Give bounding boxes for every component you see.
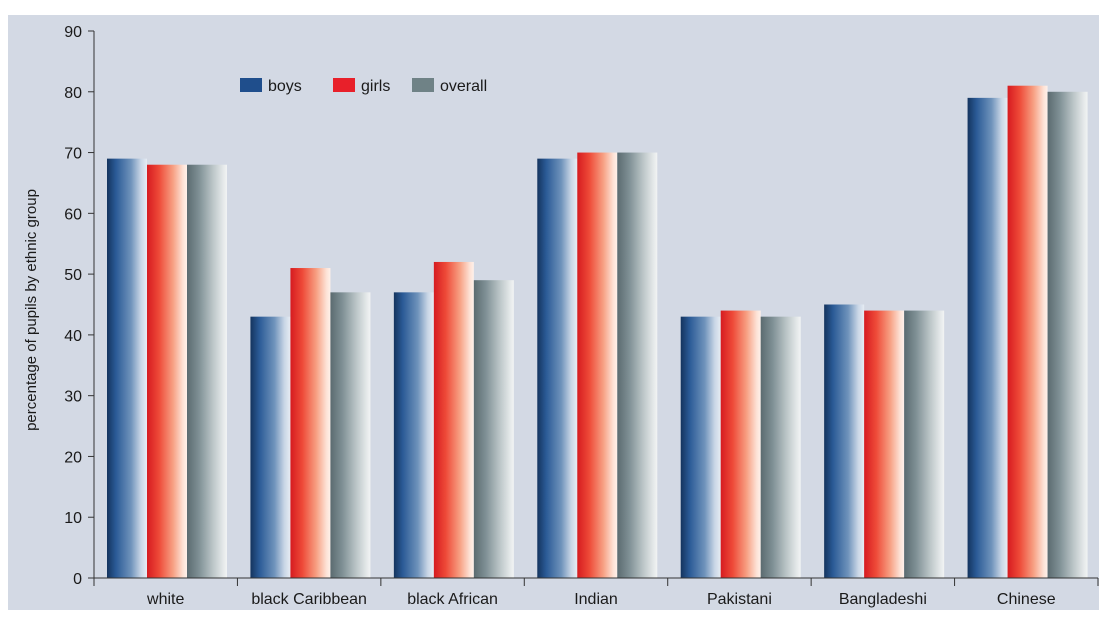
bar-overall-white: [187, 164, 227, 578]
y-tick-label: 60: [64, 206, 82, 223]
x-category-label: black African: [407, 591, 498, 608]
y-tick-label: 90: [64, 24, 82, 41]
x-category-label: black Caribbean: [251, 591, 367, 608]
bar-boys-black-african: [393, 292, 434, 578]
legend-label-overall: overall: [440, 78, 487, 95]
bar-boys-black-caribbean: [250, 316, 291, 578]
y-axis-title: percentage of pupils by ethnic group: [23, 189, 40, 431]
bar-girls-black-caribbean: [290, 268, 331, 578]
bar-girls-chinese: [1007, 85, 1048, 578]
legend-swatch-girls: [333, 78, 355, 92]
y-tick-label: 80: [64, 85, 82, 102]
legend-swatch-boys: [240, 78, 262, 92]
bar-girls-pakistani: [720, 310, 761, 578]
bar-girls-black-african: [433, 261, 474, 578]
bar-boys-white: [107, 158, 147, 578]
bar-boys-pakistani: [680, 316, 721, 578]
legend-swatch-overall: [412, 78, 434, 92]
bar-overall-pakistani: [760, 316, 801, 578]
bar-overall-black-african: [473, 280, 514, 578]
y-tick-label: 10: [64, 510, 82, 527]
x-category-label: white: [146, 591, 184, 608]
y-tick-label: 70: [64, 146, 82, 163]
x-category-label: Chinese: [997, 591, 1056, 608]
bar-girls-white: [147, 164, 187, 578]
x-category-label: Indian: [574, 591, 618, 608]
y-tick-label: 30: [64, 389, 82, 406]
bar-boys-chinese: [967, 97, 1008, 578]
legend-label-girls: girls: [361, 78, 390, 95]
x-category-label: Bangladeshi: [839, 591, 927, 608]
y-tick-label: 40: [64, 328, 82, 345]
legend-label-boys: boys: [268, 78, 302, 95]
x-category-label: Pakistani: [707, 591, 772, 608]
legend: boys girls overall: [240, 78, 487, 95]
bar-overall-black-caribbean: [330, 292, 371, 578]
bar-overall-bangladeshi: [904, 310, 945, 578]
bar-overall-indian: [617, 152, 658, 579]
bar-boys-bangladeshi: [824, 304, 865, 578]
y-tick-label: 0: [73, 571, 82, 588]
labels-layer: 0 10 20 30 40 50 60 70 80 90 white black Caribbean b…: [64, 24, 1056, 608]
bars-layer: [107, 85, 1088, 579]
bar-girls-bangladeshi: [864, 310, 905, 578]
y-tick-label: 50: [64, 267, 82, 284]
bar-overall-chinese: [1047, 91, 1088, 579]
y-tick-label: 20: [64, 449, 82, 466]
bar-girls-indian: [577, 152, 618, 579]
axes-layer: [88, 30, 1099, 586]
bar-boys-indian: [537, 158, 578, 578]
